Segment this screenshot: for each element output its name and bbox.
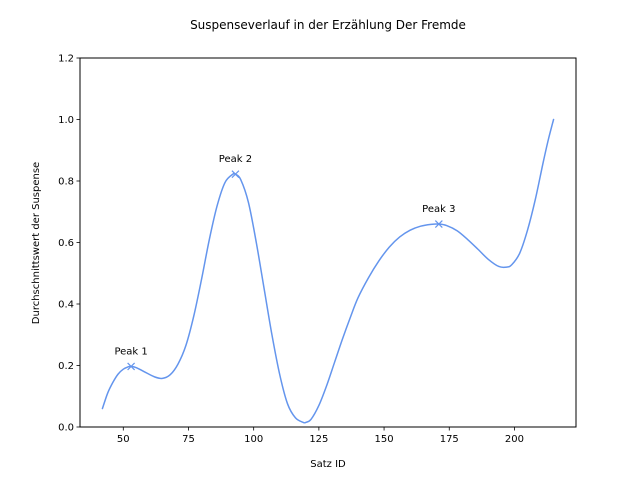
chart-title: Suspenseverlauf in der Erzählung Der Fre… xyxy=(190,18,466,32)
y-axis: 0.0 0.2 0.4 0.6 0.8 1.0 1.2 xyxy=(58,54,80,434)
peak-label: Peak 1 xyxy=(114,346,147,357)
peak-marker xyxy=(231,170,240,179)
x-tick-label: 200 xyxy=(505,434,524,445)
plot-area: Peak 1 Peak 2 Peak 3 xyxy=(101,118,555,424)
x-tick-label: 175 xyxy=(440,434,459,445)
x-tick-label: 100 xyxy=(244,434,263,445)
x-tick-label: 125 xyxy=(309,434,328,445)
peak-label: Peak 2 xyxy=(219,154,252,165)
y-axis-title: Durchschnittswert der Suspense xyxy=(31,162,42,324)
y-tick-label: 0.8 xyxy=(58,177,74,188)
y-tick-label: 0.2 xyxy=(58,361,74,372)
y-tick-label: 1.2 xyxy=(58,54,74,65)
x-tick-label: 75 xyxy=(182,434,195,445)
y-tick-label: 0.4 xyxy=(58,300,74,311)
x-tick-label: 150 xyxy=(375,434,394,445)
y-tick-label: 1.0 xyxy=(58,115,74,126)
x-axis: 50 75 100 125 150 175 200 xyxy=(117,427,524,445)
peak-marker xyxy=(127,362,136,371)
peak-marker xyxy=(434,220,443,228)
peak-label: Peak 3 xyxy=(422,204,455,215)
x-tick-label: 50 xyxy=(117,434,130,445)
suspense-line xyxy=(101,118,555,424)
y-tick-label: 0.6 xyxy=(58,238,74,249)
x-axis-title: Satz ID xyxy=(310,459,346,470)
y-tick-label: 0.0 xyxy=(58,423,74,434)
